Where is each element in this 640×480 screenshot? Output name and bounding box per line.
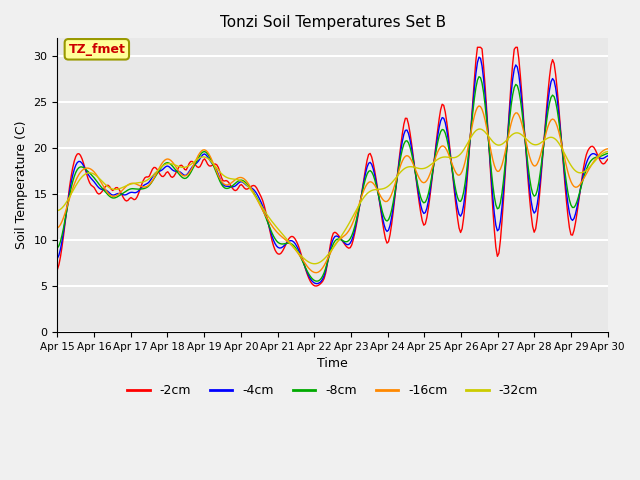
-4cm (121, 192, 129, 198)
-32cm (54, 208, 61, 214)
-16cm (218, 178, 225, 184)
-4cm (604, 153, 612, 159)
-4cm (245, 184, 253, 190)
-32cm (475, 126, 483, 132)
Line: -4cm: -4cm (58, 57, 608, 284)
X-axis label: Time: Time (317, 357, 348, 370)
-32cm (576, 170, 584, 176)
-2cm (604, 156, 612, 162)
-2cm (121, 197, 129, 203)
Line: -8cm: -8cm (58, 77, 608, 281)
-8cm (294, 249, 302, 255)
-32cm (311, 261, 319, 266)
-8cm (604, 151, 612, 156)
-4cm (312, 281, 320, 287)
-32cm (245, 185, 253, 191)
-32cm (604, 149, 612, 155)
-32cm (121, 183, 129, 189)
-4cm (294, 246, 302, 252)
-4cm (218, 179, 225, 185)
-32cm (294, 250, 302, 255)
-32cm (236, 178, 244, 183)
-2cm (294, 242, 302, 248)
-32cm (218, 171, 225, 177)
-2cm (54, 266, 61, 272)
-16cm (475, 103, 483, 109)
-2cm (474, 45, 481, 50)
-8cm (54, 245, 61, 251)
-2cm (245, 185, 253, 191)
-16cm (236, 175, 244, 180)
Line: -32cm: -32cm (58, 129, 608, 264)
-16cm (604, 146, 612, 152)
-4cm (236, 179, 244, 185)
-4cm (576, 188, 584, 193)
-16cm (245, 182, 253, 188)
Text: TZ_fmet: TZ_fmet (68, 43, 125, 56)
-16cm (121, 185, 129, 191)
-2cm (312, 283, 320, 289)
Line: -16cm: -16cm (58, 106, 608, 273)
Title: Tonzi Soil Temperatures Set B: Tonzi Soil Temperatures Set B (220, 15, 445, 30)
-4cm (54, 255, 61, 261)
-16cm (54, 225, 61, 231)
-8cm (312, 278, 320, 284)
-16cm (576, 181, 584, 187)
-8cm (245, 183, 253, 189)
Legend: -2cm, -4cm, -8cm, -16cm, -32cm: -2cm, -4cm, -8cm, -16cm, -32cm (122, 379, 543, 402)
-2cm (576, 188, 584, 193)
-2cm (218, 174, 225, 180)
Y-axis label: Soil Temperature (C): Soil Temperature (C) (15, 121, 28, 249)
-16cm (294, 251, 302, 256)
-8cm (121, 189, 129, 195)
-16cm (312, 270, 320, 276)
Line: -2cm: -2cm (58, 48, 608, 286)
-8cm (236, 178, 244, 183)
-8cm (576, 188, 584, 193)
-4cm (475, 54, 483, 60)
-8cm (218, 181, 225, 187)
-2cm (236, 182, 244, 188)
-8cm (475, 74, 483, 80)
